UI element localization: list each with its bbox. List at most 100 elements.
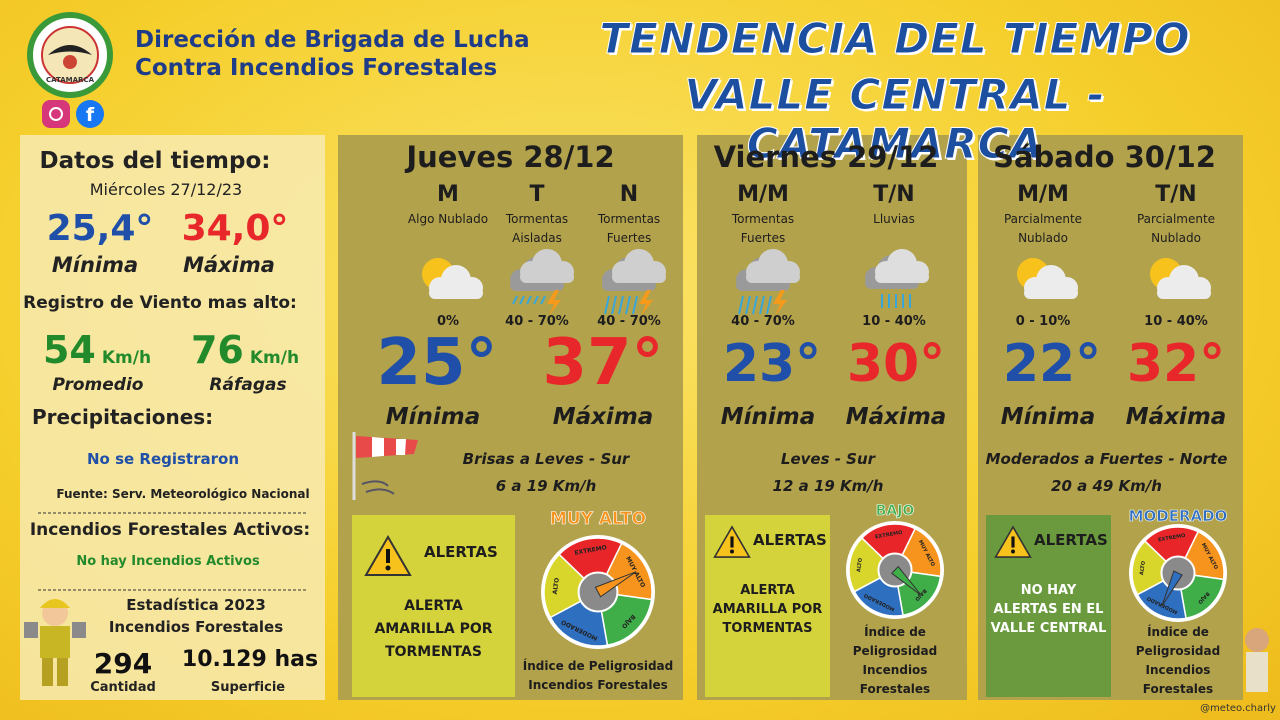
- burned-area: 10.129 has: [181, 647, 319, 672]
- alert-icon: [364, 535, 412, 581]
- danger-caption: Índice de Peligrosidad Incendios Foresta…: [522, 659, 674, 692]
- rain-probability: 10 - 40%: [1144, 314, 1208, 329]
- danger-level: BAJO: [875, 503, 915, 520]
- period-label: N: [619, 182, 639, 207]
- rain-probability: 0%: [436, 314, 460, 329]
- alert-text: ALERTA AMARILLA POR TORMENTAS: [712, 583, 823, 636]
- warning-triangle: [994, 525, 1032, 558]
- alert-box: ALERTAS ALERTA AMARILLA POR TORMENTAS: [352, 515, 515, 697]
- wind-title: Registro de Viento mas alto:: [23, 293, 297, 313]
- min-label: Mínima: [385, 404, 481, 430]
- org-name: Contra Incendios Forestales: [135, 55, 498, 81]
- alert-title: ALERTAS: [1034, 531, 1108, 549]
- weather-icon: [1017, 258, 1078, 299]
- fires-value: No hay Incendios Activos: [76, 554, 260, 569]
- gauge-level: ALTO: [552, 577, 561, 594]
- alert-icon: [713, 525, 751, 563]
- min-label: Mínima: [51, 253, 139, 277]
- credit: @meteo.charly: [1200, 703, 1276, 714]
- warning-triangle: [364, 535, 412, 576]
- max-temp: 32°: [1126, 333, 1226, 394]
- stats-subtitle: Incendios Forestales: [108, 618, 284, 636]
- svg-text:f: f: [86, 104, 95, 126]
- period-label: T/N: [873, 182, 915, 207]
- rain-probability: 40 - 70%: [597, 314, 661, 329]
- icon-box: [723, 248, 803, 320]
- alert-text: NO HAY ALERTAS EN EL VALLE CENTRAL: [990, 583, 1107, 636]
- icon-box: [497, 248, 577, 320]
- period-desc: Tormentas Fuertes: [597, 212, 661, 245]
- period-label: T/N: [1155, 182, 1197, 207]
- weather-icon: [422, 258, 483, 299]
- gauge-needle: [594, 571, 637, 598]
- weather-icon: [1150, 258, 1211, 299]
- gauge-needle: [891, 565, 922, 596]
- title-line: TENDENCIA DEL TIEMPO: [599, 14, 1191, 64]
- period-label: M/M: [1017, 182, 1069, 207]
- danger-level: MUY ALTO: [549, 509, 647, 530]
- min-label: Mínima: [720, 404, 816, 430]
- icon-box: [408, 248, 488, 320]
- wind-speed: 12 a 19 Km/h: [772, 477, 884, 495]
- summary-date: Miércoles 27/12/23: [89, 180, 243, 199]
- min-temp: 25°: [376, 326, 498, 401]
- gauge-level: ALTO: [856, 557, 864, 573]
- wind-text: Moderados a Fuertes - Norte: [985, 450, 1228, 468]
- wind-number: 54: [42, 328, 96, 372]
- precip-title: Precipitaciones:: [32, 405, 214, 429]
- danger-caption: Índice de Peligrosidad Incendios Foresta…: [1135, 625, 1221, 696]
- stats-title: Estadística 2023: [126, 596, 266, 614]
- gauge-needle: [1161, 570, 1183, 607]
- day-title: Sábado 30/12: [993, 140, 1216, 174]
- day-title: Jueves 28/12: [406, 140, 615, 174]
- max-temp: 34,0°: [181, 208, 289, 249]
- wind-speed: 6 a 19 Km/h: [495, 477, 597, 495]
- icon-box: [1136, 248, 1216, 320]
- max-label: Máxima: [1125, 404, 1227, 430]
- warning-triangle: [713, 525, 751, 558]
- max-temp: 30°: [846, 333, 946, 394]
- weather-icon: [865, 249, 929, 308]
- weather-icon: [602, 249, 666, 316]
- area-label: Superficie: [210, 680, 286, 695]
- max-label: Máxima: [552, 404, 654, 430]
- rain-probability: 10 - 40%: [862, 314, 926, 329]
- title-line: VALLE CENTRAL - CATAMARCA: [684, 70, 1106, 169]
- alert-text: ALERTA AMARILLA POR TORMENTAS: [374, 598, 493, 660]
- alert-box: ALERTAS NO HAY ALERTAS EN EL VALLE CENTRA…: [986, 515, 1111, 697]
- period-label: T: [529, 182, 545, 207]
- rain-probability: 0 - 10%: [1015, 314, 1071, 329]
- org-name: Dirección de Brigada de Lucha: [135, 27, 530, 53]
- min-label: Mínima: [1000, 404, 1096, 430]
- rain-probability: 40 - 70%: [505, 314, 569, 329]
- wind-unit: Km/h: [101, 348, 152, 368]
- weather-icon: [736, 249, 800, 316]
- danger-level: MODERADO: [1128, 507, 1228, 526]
- min-temp: 22°: [1002, 333, 1102, 394]
- period-desc: Tormentas Aisladas: [505, 212, 569, 245]
- wind-text: Brisas a Leves - Sur: [462, 450, 630, 468]
- wind-label: Promedio: [52, 375, 144, 395]
- alert-icon: [994, 525, 1032, 563]
- summary-title: Datos del tiempo:: [39, 148, 271, 174]
- icon-box: [1003, 248, 1083, 320]
- min-temp: 25,4°: [46, 208, 154, 249]
- wind-label: Ráfagas: [209, 375, 287, 395]
- rain-probability: 40 - 70%: [731, 314, 795, 329]
- gauge-level: EXTREMO: [1158, 533, 1187, 544]
- gauge-level: ALTO: [1139, 560, 1147, 576]
- icon-box: [854, 248, 934, 320]
- fires-title: Incendios Forestales Activos:: [29, 520, 311, 540]
- wind-value: 54 Km/h: [27, 328, 167, 372]
- alert-title: ALERTAS: [753, 531, 827, 549]
- count-label: Cantidad: [90, 680, 156, 695]
- gauge-level: EXTREMO: [875, 530, 904, 541]
- fire-count: 294: [93, 647, 153, 680]
- period-desc: Algo Nublado: [407, 212, 489, 226]
- period-desc: Parcialmente Nublado: [1136, 212, 1216, 245]
- alert-title: ALERTAS: [424, 543, 498, 561]
